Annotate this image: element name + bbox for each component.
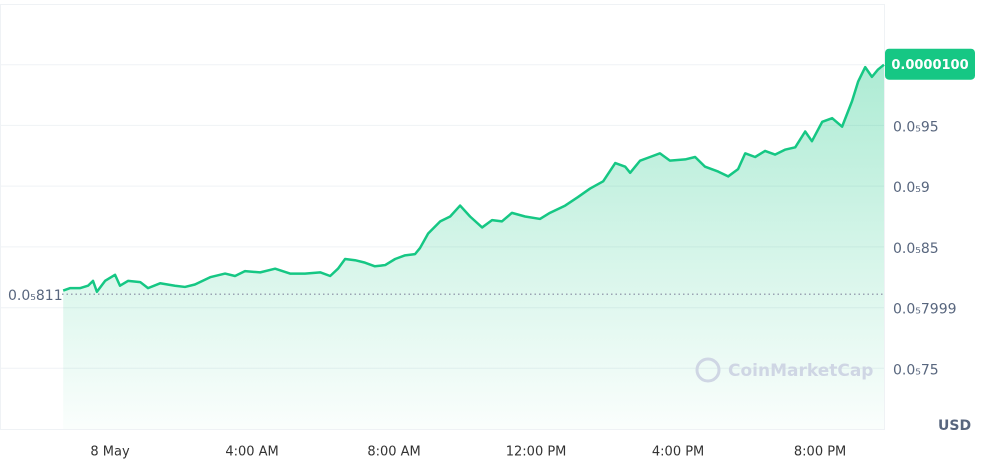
plot-frame: [0, 4, 885, 430]
x-tick-label: 8:00 AM: [367, 445, 420, 460]
x-tick-label: 4:00 PM: [652, 445, 704, 460]
y-axis-unit: USD: [938, 418, 971, 434]
price-tag: [885, 48, 975, 80]
y-tick-label: 0.0₅75: [893, 362, 939, 378]
reference-label: 0.0₅811: [8, 288, 63, 304]
watermark: CoinMarketCap: [728, 361, 873, 381]
y-tick-label: 0.0₅85: [893, 241, 939, 257]
x-tick-label: 4:00 AM: [225, 445, 278, 460]
x-tick-label: 12:00 PM: [506, 445, 567, 460]
watermark-logo: [695, 357, 721, 383]
y-tick-label: 0.0₅95: [893, 119, 939, 135]
price-area: [63, 64, 884, 430]
price-tag-label: 0.0000100: [891, 58, 968, 73]
y-tick-label: 0.0₅9: [893, 180, 930, 196]
y-tick-label: 0.0₅7999: [893, 302, 957, 318]
price-line: [62, 63, 885, 294]
x-tick-label: 8 May: [90, 445, 130, 460]
x-tick-label: 8:00 PM: [794, 445, 846, 460]
